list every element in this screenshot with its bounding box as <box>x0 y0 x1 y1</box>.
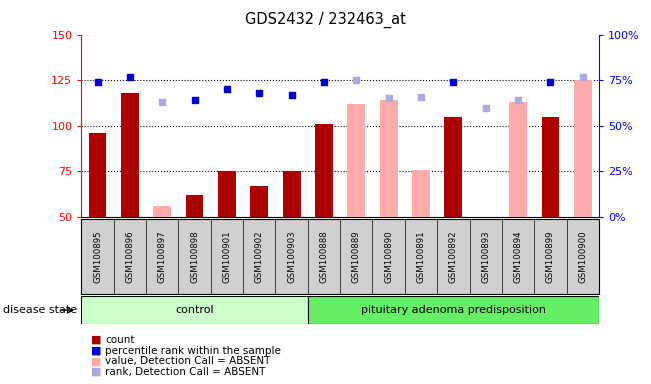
Bar <box>251 186 268 217</box>
Text: GSM100903: GSM100903 <box>287 230 296 283</box>
Text: GSM100890: GSM100890 <box>384 230 393 283</box>
Point <box>416 94 426 100</box>
Point <box>448 79 458 85</box>
Point <box>545 79 555 85</box>
Point <box>125 73 135 79</box>
Point <box>254 90 264 96</box>
Text: GSM100896: GSM100896 <box>126 230 134 283</box>
Bar <box>89 133 107 217</box>
Bar <box>315 124 333 217</box>
Text: GSM100898: GSM100898 <box>190 230 199 283</box>
Bar <box>121 93 139 217</box>
Text: control: control <box>175 305 214 315</box>
Bar <box>348 104 365 217</box>
Text: value, Detection Call = ABSENT: value, Detection Call = ABSENT <box>105 356 271 366</box>
Text: GSM100889: GSM100889 <box>352 230 361 283</box>
Text: rank, Detection Call = ABSENT: rank, Detection Call = ABSENT <box>105 367 266 377</box>
Bar <box>186 195 204 217</box>
Text: GSM100892: GSM100892 <box>449 230 458 283</box>
Text: GSM100899: GSM100899 <box>546 230 555 283</box>
Text: ■: ■ <box>91 367 102 377</box>
Text: GSM100891: GSM100891 <box>417 230 426 283</box>
Bar <box>154 206 171 217</box>
Point <box>319 79 329 85</box>
Text: ■: ■ <box>91 346 102 356</box>
Point <box>222 86 232 93</box>
Text: GSM100901: GSM100901 <box>223 230 232 283</box>
Bar <box>445 117 462 217</box>
Text: GSM100895: GSM100895 <box>93 230 102 283</box>
Bar <box>308 296 599 324</box>
Point <box>92 79 103 85</box>
Text: count: count <box>105 335 135 345</box>
Bar <box>283 171 301 217</box>
Text: GSM100894: GSM100894 <box>514 230 523 283</box>
Text: GSM100893: GSM100893 <box>481 230 490 283</box>
Bar <box>81 296 308 324</box>
Bar <box>542 117 559 217</box>
Text: pituitary adenoma predisposition: pituitary adenoma predisposition <box>361 305 546 315</box>
Text: ■: ■ <box>91 335 102 345</box>
Text: GSM100900: GSM100900 <box>578 230 587 283</box>
Text: GSM100897: GSM100897 <box>158 230 167 283</box>
Point <box>351 77 361 83</box>
Text: ■: ■ <box>91 356 102 366</box>
Bar <box>380 100 398 217</box>
Bar <box>574 80 592 217</box>
Point <box>480 104 491 111</box>
Text: disease state: disease state <box>3 305 77 315</box>
Text: GSM100902: GSM100902 <box>255 230 264 283</box>
Text: percentile rank within the sample: percentile rank within the sample <box>105 346 281 356</box>
Point <box>157 99 167 105</box>
Point <box>286 92 297 98</box>
Point <box>577 73 588 79</box>
Text: GDS2432 / 232463_at: GDS2432 / 232463_at <box>245 12 406 28</box>
Point <box>189 97 200 103</box>
Bar <box>412 170 430 217</box>
Point <box>513 97 523 103</box>
Text: GSM100888: GSM100888 <box>320 230 329 283</box>
Bar <box>218 171 236 217</box>
Point <box>383 95 394 101</box>
Bar <box>509 102 527 217</box>
